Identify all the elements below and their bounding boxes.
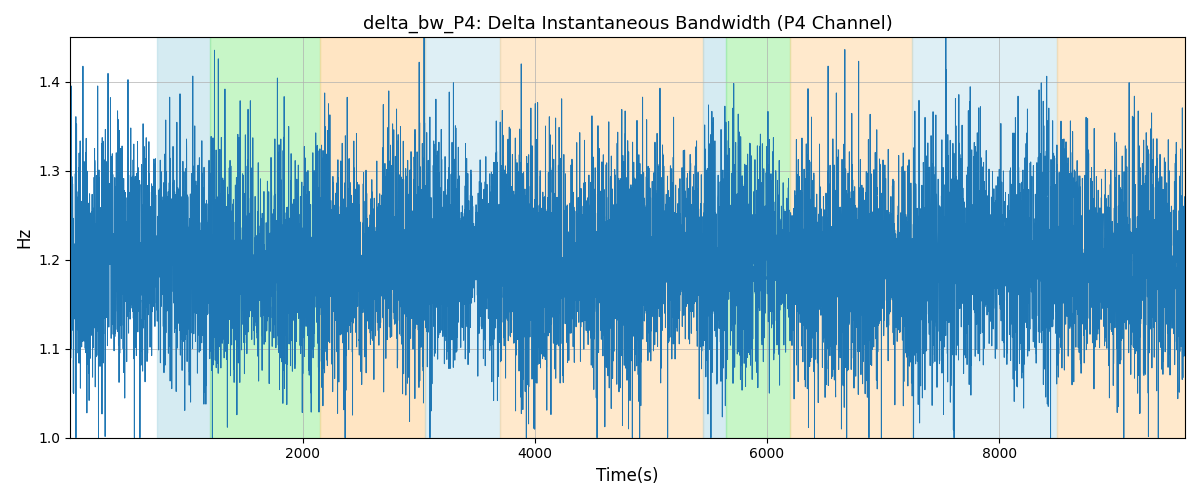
Bar — [157, 38, 210, 438]
Bar — [210, 38, 320, 438]
Bar — [500, 38, 703, 438]
Y-axis label: Hz: Hz — [14, 227, 32, 248]
Title: delta_bw_P4: Delta Instantaneous Bandwidth (P4 Channel): delta_bw_P4: Delta Instantaneous Bandwid… — [362, 15, 893, 34]
Bar — [791, 38, 912, 438]
Bar — [726, 38, 791, 438]
X-axis label: Time(s): Time(s) — [596, 467, 659, 485]
Bar — [703, 38, 726, 438]
Bar — [425, 38, 500, 438]
Bar — [912, 38, 1057, 438]
Bar — [320, 38, 425, 438]
Bar — [1057, 38, 1186, 438]
